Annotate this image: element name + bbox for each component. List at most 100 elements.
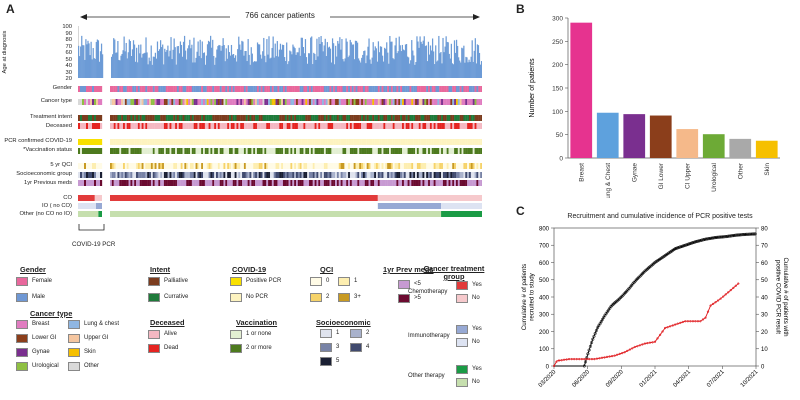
age-bar: [239, 44, 241, 78]
socio-strip-cell: [80, 172, 83, 178]
socio-strip-cell: [379, 172, 382, 178]
deceased-strip-cell: [305, 123, 308, 129]
prev-meds-strip-cell: [418, 180, 421, 186]
cancer-type-strip-cell: [269, 99, 272, 105]
gender-strip-cell: [115, 86, 118, 92]
age-bar: [208, 41, 211, 78]
qci-strip-cell: [269, 163, 272, 169]
prev-meds-strip-cell: [296, 180, 299, 186]
pcr-strip-cell: [82, 139, 85, 145]
cancer-type-strip-cell: [154, 99, 157, 105]
intent-strip-cell: [448, 115, 451, 121]
age-bar: [377, 41, 380, 78]
deceased-strip-cell: [480, 123, 482, 129]
vaccination-strip-cell: [435, 148, 438, 154]
intent-strip-cell: [124, 115, 127, 121]
prev-meds-strip-cell: [238, 180, 241, 186]
age-bar: [224, 61, 226, 78]
age-bar: [255, 61, 258, 78]
gender-strip-cell: [260, 86, 263, 92]
socio-strip-cell: [435, 172, 438, 178]
age-bar: [277, 56, 279, 78]
socio-strip-cell: [411, 172, 414, 178]
vaccination-strip-cell: [292, 148, 295, 154]
intent-strip-cell: [418, 115, 421, 121]
intent-strip-cell: [439, 115, 442, 121]
prev-meds-strip-cell: [387, 180, 390, 186]
age-bar: [337, 40, 339, 78]
qci-strip-cell: [470, 163, 473, 169]
legend-swatch: [230, 330, 242, 339]
pcr-strip-cell: [96, 139, 99, 145]
prev-meds-strip-cell: [335, 180, 338, 186]
gender-strip-cell: [119, 86, 122, 92]
vaccination-strip-cell: [474, 148, 477, 154]
x-tick-label: GI Lower: [658, 162, 665, 189]
intent-strip-cell: [476, 115, 479, 121]
age-tick: 100: [62, 24, 72, 30]
deceased-strip-cell: [137, 123, 140, 129]
age-bar: [181, 56, 184, 78]
prev-meds-strip-cell: [426, 180, 429, 186]
age-bar: [242, 41, 244, 78]
prev-meds-strip-cell: [314, 180, 317, 186]
deceased-strip-cell: [433, 123, 436, 129]
x-tick-label: Other: [737, 162, 744, 179]
age-bar: [406, 56, 409, 78]
deceased-strip-cell: [338, 123, 341, 129]
age-bar: [157, 50, 160, 78]
gender-strip-cell: [191, 86, 194, 92]
age-bar: [88, 43, 90, 78]
series-marker: [610, 354, 614, 358]
pcr-strip-cell: [189, 139, 192, 145]
qci-strip-cell: [210, 163, 213, 169]
cancer-type-strip-cell: [229, 99, 232, 105]
socio-strip-cell: [251, 172, 254, 178]
pcr-strip-cell: [372, 139, 375, 145]
pcr-strip-cell: [221, 139, 224, 145]
cancer-type-strip-cell: [282, 99, 285, 105]
socio-strip-cell: [316, 172, 319, 178]
socio-strip-cell: [160, 172, 163, 178]
intent-strip-cell: [364, 115, 367, 121]
qci-strip-cell: [344, 163, 347, 169]
deceased-strip-cell: [325, 123, 328, 129]
gender-strip-cell: [455, 86, 458, 92]
deceased-strip-cell: [455, 123, 458, 129]
cancer-type-strip-cell: [359, 99, 362, 105]
age-bar: [171, 59, 173, 78]
pcr-strip-cell: [424, 139, 427, 145]
age-bar: [127, 52, 129, 78]
prev-meds-strip-cell: [137, 180, 140, 186]
gender-strip-cell: [182, 86, 185, 92]
deceased-strip-cell: [149, 123, 152, 129]
legend-label: 2: [366, 330, 370, 336]
prev-meds-strip-cell: [468, 180, 471, 186]
vaccination-strip-cell: [111, 148, 114, 154]
gender-strip-cell: [82, 86, 85, 92]
qci-strip-cell: [383, 163, 386, 169]
age-bar: [117, 41, 119, 78]
deceased-strip-cell: [221, 123, 224, 129]
cancer-type-strip-cell: [94, 99, 97, 105]
intent-strip-cell: [428, 115, 431, 121]
age-bar: [251, 53, 253, 78]
age-bar: [158, 49, 161, 78]
pcr-strip-cell: [195, 139, 198, 145]
age-bar: [431, 38, 434, 78]
pcr-strip-cell: [377, 139, 380, 145]
prev-meds-strip-cell: [429, 180, 432, 186]
pcr-strip-cell: [292, 139, 295, 145]
qci-strip-cell: [413, 163, 416, 169]
series-marker: [586, 352, 590, 356]
gender-strip-cell: [86, 86, 89, 92]
cancer-type-strip-cell: [199, 99, 202, 105]
qci-strip-cell: [297, 163, 300, 169]
cancer-type-strip-cell: [223, 99, 226, 105]
series-marker: [663, 326, 667, 330]
cancer-type-strip-cell: [234, 99, 237, 105]
deceased-strip-cell: [377, 123, 380, 129]
gender-strip-cell: [409, 86, 412, 92]
pcr-strip-cell: [407, 139, 410, 145]
cancer-type-strip-cell: [264, 99, 267, 105]
